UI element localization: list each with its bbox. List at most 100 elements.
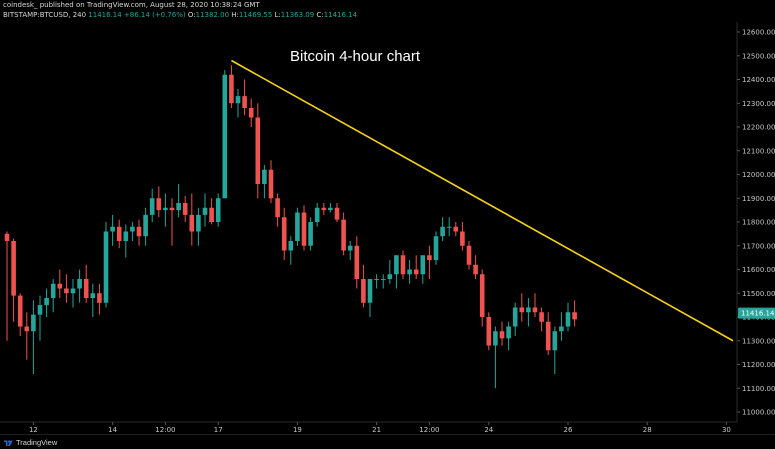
candle-body (31, 314, 36, 332)
price-change: +86.14 (+0.76%) (123, 11, 186, 19)
candle-body (565, 312, 571, 327)
candle-body (215, 198, 221, 222)
footer-bar: TradingView (0, 434, 775, 449)
candle-body (453, 226, 459, 232)
candle-body (90, 293, 96, 298)
candle-body (189, 214, 195, 232)
publisher-line: coindesk_ published on TradingView.com, … (3, 1, 260, 9)
candle-body (460, 231, 465, 246)
price-tick-label: 11900.00 (742, 195, 775, 203)
candle-body (559, 326, 564, 332)
candle-body (83, 279, 89, 298)
candle-body (255, 117, 261, 184)
candle-body (526, 307, 531, 313)
candle-body (275, 198, 280, 218)
candle-body (24, 326, 30, 332)
candle-body (466, 245, 472, 265)
candle-body (176, 203, 181, 211)
candle-body (314, 207, 320, 222)
candle-body (169, 207, 175, 211)
candle-body (486, 317, 492, 346)
candle-body (130, 226, 135, 232)
price-tick-label: 11500.00 (742, 290, 775, 298)
close-value: 11416.14 (323, 11, 358, 19)
candle-body (156, 198, 162, 211)
candle-body (506, 326, 511, 339)
candle-body (440, 226, 445, 237)
chart-title: Bitcoin 4-hour chart (290, 48, 421, 65)
candle-body (44, 298, 49, 306)
last-price-tag (738, 307, 775, 319)
candle-body (446, 226, 452, 228)
candle-body (380, 279, 386, 280)
candle-body (572, 312, 577, 320)
last-price: 11416.14 (88, 11, 122, 19)
time-tick-label: 12:00 (419, 426, 439, 434)
candle-body (163, 207, 168, 211)
candle-body (77, 279, 82, 289)
candle-body (374, 279, 379, 280)
low-label: L: (274, 11, 281, 19)
time-tick-label: 28 (643, 426, 652, 434)
time-tick-label: 19 (293, 426, 302, 434)
time-tick-label: 26 (564, 426, 573, 434)
candle-body (519, 307, 525, 313)
candle-body (427, 255, 432, 260)
price-tick-label: 11800.00 (742, 219, 775, 227)
time-tick-label: 14 (108, 426, 117, 434)
price-tick-label: 12200.00 (742, 124, 775, 132)
last-price-tag-label: 11416.14 (741, 310, 775, 318)
candle-body (149, 198, 155, 215)
candle-body (552, 331, 558, 351)
price-tick-label: 12100.00 (742, 147, 775, 155)
high-label: H: (231, 11, 239, 19)
symbol-label: BITSTAMP:BTCUSD, 240 (3, 11, 87, 19)
candle-body (4, 233, 10, 241)
candle-body (268, 169, 274, 199)
candle-body (57, 283, 63, 289)
candle-body (407, 269, 412, 275)
price-tick-label: 11300.00 (742, 337, 775, 345)
candle-body (545, 321, 551, 351)
time-tick-label: 30 (722, 426, 731, 434)
ohlc-legend: BITSTAMP:BTCUSD, 240 11416.14 +86.14 (+0… (3, 11, 357, 19)
price-tick-label: 12000.00 (742, 171, 775, 179)
candle-body (262, 169, 267, 184)
candle-body (354, 245, 360, 279)
time-tick-label: 12 (29, 426, 38, 434)
candle-body (70, 288, 76, 294)
candle-body (209, 207, 214, 222)
price-tick-label: 12500.00 (742, 52, 775, 60)
price-tick-label: 12400.00 (742, 76, 775, 84)
tradingview-brand[interactable]: TradingView (4, 438, 57, 447)
candle-body (420, 255, 426, 275)
candle-body (493, 331, 498, 346)
candle-body (347, 245, 353, 251)
candle-body (341, 219, 346, 251)
price-tick-label: 12300.00 (742, 100, 775, 108)
price-tick-label: 12600.00 (742, 29, 775, 37)
price-tick-label: 11000.00 (742, 409, 775, 417)
candle-body (532, 307, 538, 313)
candle-body (37, 305, 43, 315)
candle-body (222, 74, 228, 199)
time-tick-label: 21 (372, 426, 381, 434)
candle-body (97, 293, 102, 303)
candle-body (281, 217, 287, 251)
candle-body (11, 241, 16, 296)
price-tick-label: 11100.00 (742, 385, 775, 393)
candle-body (394, 255, 399, 275)
candle-body (196, 214, 201, 232)
trendline (231, 59, 734, 342)
candle-body (17, 295, 23, 327)
candle-body (242, 96, 247, 108)
candle-body (308, 222, 313, 246)
candle-body (116, 226, 122, 241)
open-value: 11382.00 (195, 11, 230, 19)
candle-body (387, 274, 393, 279)
high-value: 11469.55 (238, 11, 273, 19)
candle-body (361, 279, 366, 303)
candle-body (136, 226, 142, 237)
time-tick-label: 17 (214, 426, 223, 434)
